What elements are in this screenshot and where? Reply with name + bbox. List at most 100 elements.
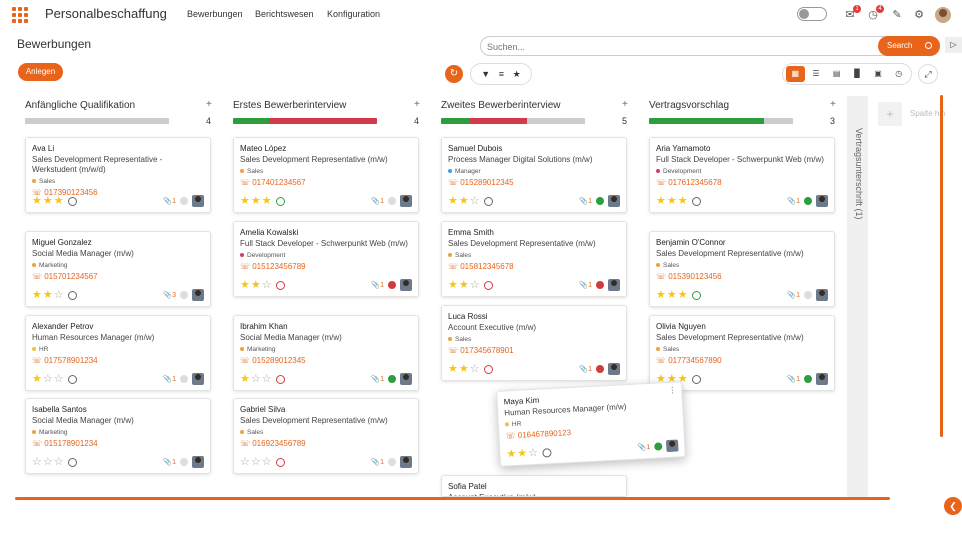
activity-status-icon[interactable] (691, 196, 701, 206)
rating-stars[interactable]: ★★☆ (240, 279, 285, 291)
applicant-card[interactable]: Isabella Santos Social Media Manager (m/w… (25, 398, 211, 474)
applicant-card[interactable]: Gabriel Silva Sales Development Represent… (233, 398, 419, 474)
attachment-icon[interactable]: 📎1 (371, 282, 384, 289)
chart-view-icon[interactable]: ▉ (854, 69, 861, 78)
assignee-avatar[interactable] (608, 279, 620, 291)
star-icon[interactable]: ☆ (261, 456, 273, 468)
rating-stars[interactable]: ★☆☆ (240, 373, 285, 385)
star-icon[interactable]: ★ (32, 289, 43, 301)
mode-toggle[interactable] (797, 7, 827, 21)
list-view-icon[interactable]: ☰ (812, 69, 820, 78)
star-icon[interactable]: ☆ (250, 456, 262, 468)
star-icon[interactable]: ☆ (53, 373, 65, 385)
column-add-icon[interactable]: + (830, 99, 836, 110)
activity-status-icon[interactable] (691, 290, 701, 300)
column-progress-bar[interactable] (233, 118, 377, 124)
star-icon[interactable]: ★ (677, 373, 689, 385)
star-icon[interactable]: ★ (261, 195, 273, 207)
anlegen-button[interactable]: Anlegen (18, 63, 63, 81)
star-icon[interactable]: ★ (448, 363, 459, 375)
star-icon[interactable]: ☆ (53, 456, 65, 468)
column-progress-bar[interactable] (649, 118, 793, 124)
star-icon[interactable]: ☆ (527, 446, 540, 460)
assignee-avatar[interactable] (816, 373, 828, 385)
star-icon[interactable]: ☆ (469, 279, 481, 291)
applicant-card[interactable]: Miguel Gonzalez Social Media Manager (m/w… (25, 231, 211, 307)
column-progress-bar[interactable] (441, 118, 585, 124)
bell-icon[interactable]: ✉ 1 (843, 5, 861, 22)
dragging-card[interactable]: Maya Kim Human Resources Manager (m/w) HR ☏… (496, 381, 686, 467)
applicant-phone[interactable]: ☏ 017578901234 (32, 356, 98, 365)
star-icon[interactable]: ★ (666, 289, 678, 301)
rating-stars[interactable]: ★★☆ (506, 446, 552, 461)
star-icon[interactable]: ★ (448, 279, 459, 291)
activity-status-icon[interactable] (483, 364, 493, 374)
rating-stars[interactable]: ★★☆ (448, 195, 493, 207)
applicant-card[interactable]: Alexander Petrov Human Resources Manager … (25, 315, 211, 391)
assignee-avatar[interactable] (192, 289, 204, 301)
star-icon[interactable]: ☆ (261, 373, 273, 385)
chevron-left-icon[interactable]: ❮ (944, 497, 962, 515)
rating-stars[interactable]: ★★★ (656, 289, 701, 301)
assignee-avatar[interactable] (400, 279, 412, 291)
attachment-icon[interactable]: 📎1 (371, 198, 384, 205)
star-icon[interactable]: ★ (32, 195, 43, 207)
applicant-card[interactable]: Ibrahim Khan Social Media Manager (m/w) Ma… (233, 315, 419, 391)
attachment-icon[interactable]: 📎1 (579, 198, 592, 205)
star-icon[interactable]: ★ (240, 279, 251, 291)
applicant-phone[interactable]: ☏ 015812345678 (448, 262, 514, 271)
applicant-card[interactable]: Sofia Patel Account Executive (m/w) (441, 475, 627, 497)
star-icon[interactable]: ★ (250, 195, 262, 207)
applicant-phone[interactable]: ☏ 015390123456 (656, 272, 722, 281)
assignee-avatar[interactable] (608, 363, 620, 375)
applicant-card[interactable]: Samuel Dubois Process Manager Digital Sol… (441, 137, 627, 213)
applicant-card[interactable]: Emma Smith Sales Development Representati… (441, 221, 627, 297)
collapsed-column[interactable] (847, 96, 868, 498)
nav-konfiguration[interactable]: Konfiguration (327, 9, 381, 19)
star-icon[interactable]: ★ (506, 447, 518, 461)
assignee-avatar[interactable] (816, 195, 828, 207)
activity-status-icon[interactable] (691, 374, 701, 384)
star-icon[interactable]: ☆ (240, 456, 251, 468)
attachment-icon[interactable]: 📎1 (787, 198, 800, 205)
applicant-phone[interactable]: ☏ 015123456789 (240, 262, 306, 271)
star-icon[interactable]: ★ (250, 279, 262, 291)
assignee-avatar[interactable] (608, 195, 620, 207)
star-icon[interactable]: ★ (42, 195, 54, 207)
column-add-icon[interactable]: + (206, 99, 212, 110)
applicant-phone[interactable]: ☏ 016923456789 (240, 439, 306, 448)
attachment-icon[interactable]: 📎1 (637, 443, 651, 452)
group-by-icon[interactable]: ≡ (498, 69, 505, 79)
star-icon[interactable]: ★ (677, 289, 689, 301)
star-icon[interactable]: ☆ (42, 456, 54, 468)
star-icon[interactable]: ☆ (53, 289, 65, 301)
activity-status-icon[interactable] (483, 280, 493, 290)
activity-status-icon[interactable] (275, 196, 285, 206)
assignee-avatar[interactable] (400, 195, 412, 207)
star-icon[interactable]: ★ (448, 195, 459, 207)
clock-icon[interactable]: ◷ 4 (866, 5, 884, 22)
applicant-card[interactable]: Aria Yamamoto Full Stack Developer - Schw… (649, 137, 835, 213)
attachment-icon[interactable]: 📎1 (579, 282, 592, 289)
attachment-icon[interactable]: 📎1 (163, 198, 176, 205)
star-icon[interactable]: ★ (458, 363, 470, 375)
chat-icon[interactable]: ✎ (892, 9, 902, 21)
activity-status-icon[interactable] (275, 374, 285, 384)
applicant-card[interactable]: Amelia Kowalski Full Stack Developer - Sc… (233, 221, 419, 297)
activity-status-icon[interactable] (67, 457, 77, 467)
star-icon[interactable]: ★ (517, 447, 529, 460)
attachment-icon[interactable]: 📎1 (787, 376, 800, 383)
activity-status-icon[interactable] (275, 280, 285, 290)
rating-stars[interactable]: ★★★ (32, 195, 77, 207)
star-icon[interactable]: ☆ (42, 373, 54, 385)
star-icon[interactable]: ★ (42, 289, 54, 301)
applicant-phone[interactable]: ☏ 017401234567 (240, 178, 306, 187)
star-icon[interactable]: ☆ (261, 279, 273, 291)
applicant-phone[interactable]: ☏ 015178901234 (32, 439, 98, 448)
gear-icon[interactable]: ⚙ (914, 9, 924, 21)
rating-stars[interactable]: ★★★ (240, 195, 285, 207)
applicant-card[interactable]: Luca Rossi Account Executive (m/w) Sales ☏ … (441, 305, 627, 381)
attachment-icon[interactable]: 📎1 (163, 459, 176, 466)
attachment-icon[interactable]: 📎1 (371, 459, 384, 466)
applicant-card[interactable]: Ava Li Sales Development Representative -… (25, 137, 211, 213)
